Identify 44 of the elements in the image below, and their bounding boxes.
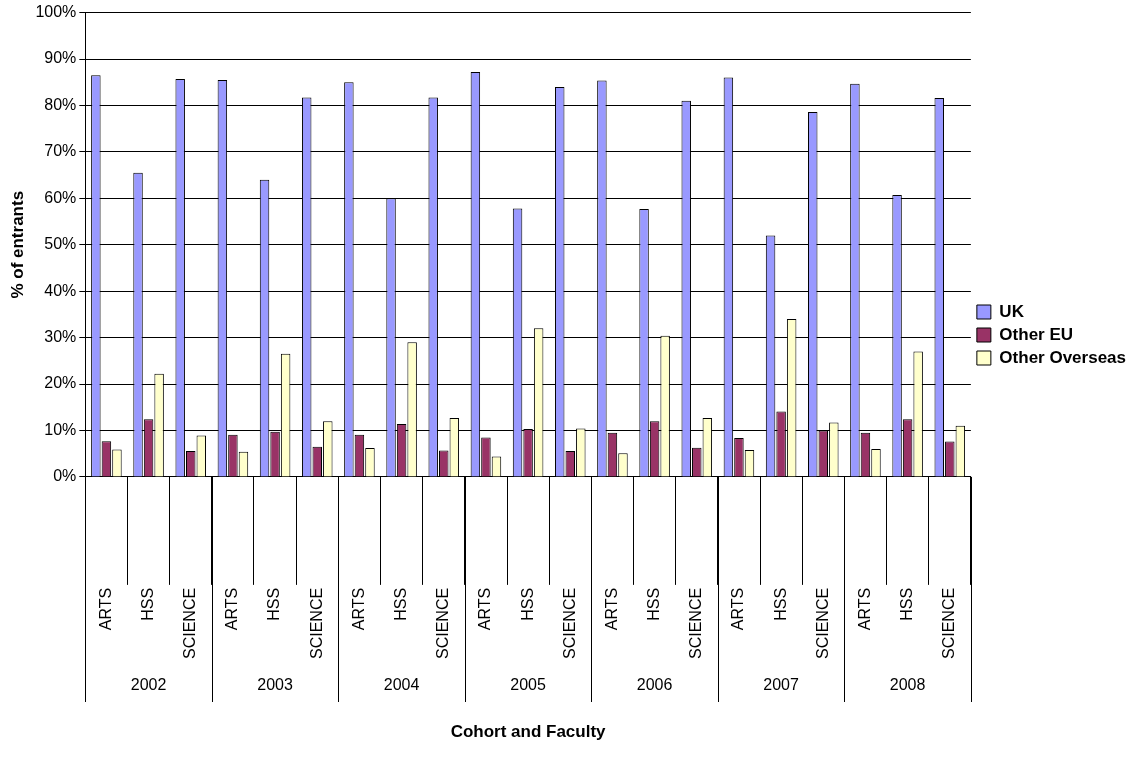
x-tick-label: HSS [518, 587, 536, 621]
legend-label: UK [999, 301, 1025, 321]
y-tick-label: 70% [44, 142, 77, 160]
text: 2004 [383, 676, 420, 694]
legend-label: Other EU [999, 324, 1074, 344]
x-tick-label: ARTS [729, 587, 747, 631]
x-axis-title: Cohort and Faculty [450, 721, 607, 741]
text: 2002 [130, 676, 167, 694]
y-tick-label: 60% [44, 188, 77, 206]
x-tick-label: ARTS [96, 587, 114, 631]
y-tick-label: 90% [44, 49, 77, 67]
y-tick-label: 30% [44, 328, 77, 345]
x-tick-label: HSS [392, 587, 409, 621]
legend-label: Other Overseas [999, 347, 1127, 367]
text: 2008 [889, 676, 926, 694]
x-tick-label: HSS [771, 587, 789, 621]
text: 2003 [257, 676, 293, 694]
x-tick-label: SCIENCE [813, 587, 831, 659]
y-tick-label: 50% [44, 235, 77, 253]
x-tick-label: ARTS [855, 587, 873, 631]
x-tick-label: SCIENCE [940, 587, 958, 659]
x-tick-label: SCIENCE [434, 587, 452, 659]
x-tick-label: SCIENCE [307, 587, 325, 659]
y-tick-label: 0% [53, 467, 77, 485]
text: 2007 [763, 676, 800, 694]
x-tick-label: ARTS [602, 587, 620, 631]
text: 2006 [636, 676, 673, 694]
y-tick-label: 40% [44, 281, 77, 299]
x-tick-label: HSS [898, 587, 916, 621]
x-tick-label: ARTS [349, 587, 367, 631]
y-tick-label: 10% [44, 420, 77, 438]
x-tick-label: SCIENCE [687, 587, 705, 659]
x-tick-label: SCIENCE [560, 587, 578, 659]
x-tick-label: ARTS [476, 587, 494, 631]
y-tick-label: 20% [44, 374, 77, 392]
y-tick-label: 80% [44, 95, 77, 113]
x-tick-label: HSS [645, 587, 663, 621]
y-axis-title: % of entrants [7, 190, 27, 299]
x-tick-label: HSS [138, 587, 156, 621]
x-tick-label: SCIENCE [181, 587, 199, 659]
x-tick-label: HSS [265, 587, 283, 621]
y-tick-label: 100% [35, 3, 77, 21]
text: 2005 [510, 676, 546, 694]
x-tick-label: ARTS [223, 587, 241, 631]
